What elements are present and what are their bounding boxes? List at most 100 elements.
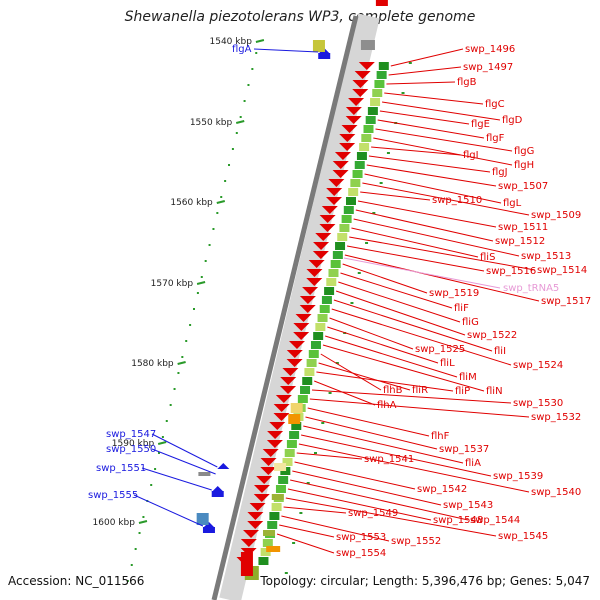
scale-dot bbox=[154, 468, 157, 470]
scale-dot bbox=[401, 92, 405, 94]
scale-dot bbox=[134, 548, 137, 550]
tick-label: 1550 kbp bbox=[190, 118, 233, 128]
gene-label: fliF bbox=[454, 303, 469, 314]
gene-label: flgG bbox=[514, 146, 534, 157]
gene-block bbox=[365, 116, 376, 124]
gene-arrow-forward bbox=[247, 521, 264, 529]
gene-arrow-forward bbox=[299, 305, 316, 313]
label-leader-line bbox=[377, 119, 485, 139]
label-leader-line bbox=[364, 173, 502, 204]
label-leader-line bbox=[340, 272, 453, 309]
gene-arrow-forward bbox=[332, 170, 349, 178]
gene-block bbox=[335, 242, 346, 250]
gene-label: fliM bbox=[459, 372, 477, 383]
label-leader-line bbox=[344, 254, 540, 302]
gene-block-alt bbox=[271, 494, 284, 500]
trna-label: swp_tRNA5 bbox=[503, 283, 559, 294]
gene-block-top bbox=[375, 0, 388, 6]
scale-dot bbox=[321, 422, 325, 424]
gene-block bbox=[306, 359, 317, 367]
gene-block bbox=[370, 98, 381, 106]
gene-label: swp_1525 bbox=[415, 344, 465, 355]
label-leader-line bbox=[371, 146, 462, 156]
reverse-label-leader-line bbox=[141, 467, 212, 491]
reverse-label-leader-line bbox=[151, 433, 218, 468]
scale-dot bbox=[357, 272, 361, 274]
gene-block bbox=[284, 449, 295, 457]
gene-arrow-forward bbox=[308, 260, 325, 268]
scale-dot bbox=[408, 62, 412, 64]
gene-block bbox=[317, 314, 328, 322]
scale-dot bbox=[335, 362, 339, 364]
gene-arrow-forward bbox=[293, 323, 310, 331]
tick-mark bbox=[235, 120, 245, 124]
scale-dot bbox=[169, 404, 172, 406]
gene-label: flgJ bbox=[492, 167, 508, 178]
position-dots bbox=[126, 52, 412, 582]
gene-label: swp_1510 bbox=[432, 195, 482, 206]
gene-arrow-forward bbox=[352, 80, 369, 88]
gene-arrow-forward bbox=[354, 71, 371, 79]
gene-label: flgL bbox=[503, 198, 522, 209]
gene-block bbox=[330, 260, 341, 268]
gene-block-reverse-yellow bbox=[312, 40, 325, 52]
gene-label: swp_1524 bbox=[513, 360, 563, 371]
gene-arrow-forward bbox=[295, 314, 312, 322]
gene-block bbox=[361, 134, 372, 142]
label-leader-line bbox=[331, 308, 512, 366]
scale-dot bbox=[372, 212, 376, 214]
gene-label: fliL bbox=[440, 358, 455, 369]
gene-arrow-forward bbox=[319, 215, 336, 223]
label-leader-line bbox=[384, 92, 484, 105]
label-leader-line bbox=[290, 479, 469, 521]
gene-block bbox=[326, 278, 337, 286]
gene-block bbox=[352, 170, 363, 178]
gene-arrow-forward bbox=[282, 368, 299, 376]
label-leader-line bbox=[283, 506, 347, 514]
gene-label: fliR bbox=[412, 385, 428, 396]
gene-arrow-forward bbox=[339, 143, 356, 151]
gene-arrow-forward bbox=[339, 134, 356, 142]
gene-label: swp_1553 bbox=[336, 532, 386, 543]
scale-dot bbox=[328, 392, 332, 394]
label-leader-line bbox=[318, 362, 411, 391]
tick-mark bbox=[216, 200, 226, 204]
gene-arrow-forward bbox=[256, 476, 273, 484]
gene-label: swp_1517 bbox=[541, 296, 591, 307]
scale-dot bbox=[292, 542, 296, 544]
scale-dot bbox=[299, 512, 303, 514]
label-leader-line bbox=[276, 533, 335, 554]
scale-dot bbox=[142, 516, 145, 518]
scale-dot bbox=[251, 68, 254, 70]
gene-arrow-forward bbox=[302, 287, 319, 295]
label-leader-line bbox=[320, 353, 382, 391]
gene-label: flhA bbox=[377, 400, 397, 411]
genome-backbone-line bbox=[211, 15, 359, 600]
gene-arrow-forward bbox=[247, 512, 264, 520]
gene-arrow-forward bbox=[328, 179, 345, 187]
scale-dot bbox=[243, 100, 246, 102]
gene-block bbox=[271, 503, 282, 511]
scale-dot bbox=[228, 164, 231, 166]
scale-dot bbox=[126, 580, 129, 582]
scale-dot bbox=[235, 132, 238, 134]
gene-label: swp_1552 bbox=[391, 536, 441, 547]
gene-label: swp_1543 bbox=[443, 500, 493, 511]
gene-block-gray bbox=[360, 40, 375, 50]
gene-arrow-forward bbox=[293, 332, 310, 340]
gene-block bbox=[348, 188, 359, 196]
genome-summary-text: Topology: circular; Length: 5,396,476 bp… bbox=[260, 574, 590, 588]
gene-label: swp_1554 bbox=[336, 548, 386, 559]
gene-block bbox=[341, 215, 352, 223]
gene-block bbox=[315, 323, 326, 331]
gene-block bbox=[262, 539, 273, 547]
label-leader-line bbox=[386, 81, 456, 85]
tick-label: 1580 kbp bbox=[131, 359, 174, 369]
gene-arrow-forward bbox=[273, 404, 290, 412]
gene-block bbox=[354, 161, 365, 169]
label-leader-line bbox=[349, 236, 536, 271]
reverse-gene-label: flgA bbox=[232, 44, 252, 55]
label-leader-line bbox=[342, 263, 428, 294]
gene-label: flgB bbox=[457, 77, 477, 88]
gene-block bbox=[308, 350, 319, 358]
